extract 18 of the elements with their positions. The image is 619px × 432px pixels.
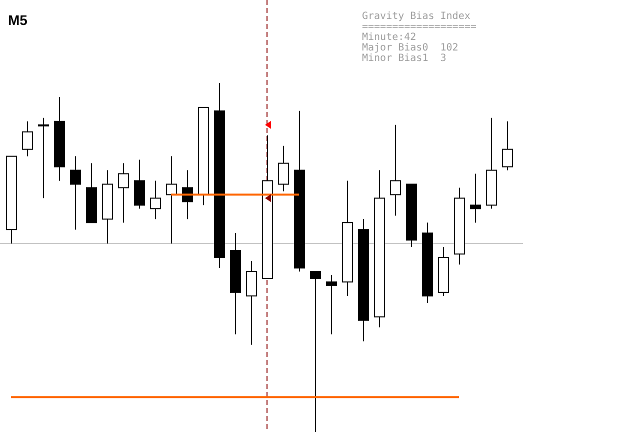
candlestick xyxy=(326,274,337,335)
text: Minute:42 xyxy=(362,32,416,43)
chart-title: M5 xyxy=(8,12,28,28)
candlestick xyxy=(390,124,401,216)
text: Minor Bias1 3 xyxy=(362,53,446,64)
candlestick xyxy=(118,162,129,224)
candlestick xyxy=(38,117,49,199)
candlestick xyxy=(22,120,33,157)
text: Major Bias0 102 xyxy=(362,42,458,54)
candlestick xyxy=(166,156,177,244)
candlestick xyxy=(150,180,161,220)
candlestick xyxy=(502,120,513,171)
text: Gravity Bias Index xyxy=(362,11,470,22)
candlestick xyxy=(70,156,81,230)
candlestick xyxy=(470,173,481,224)
text: =================== xyxy=(362,22,476,32)
candlestick xyxy=(310,270,321,432)
candlestick xyxy=(278,145,289,192)
